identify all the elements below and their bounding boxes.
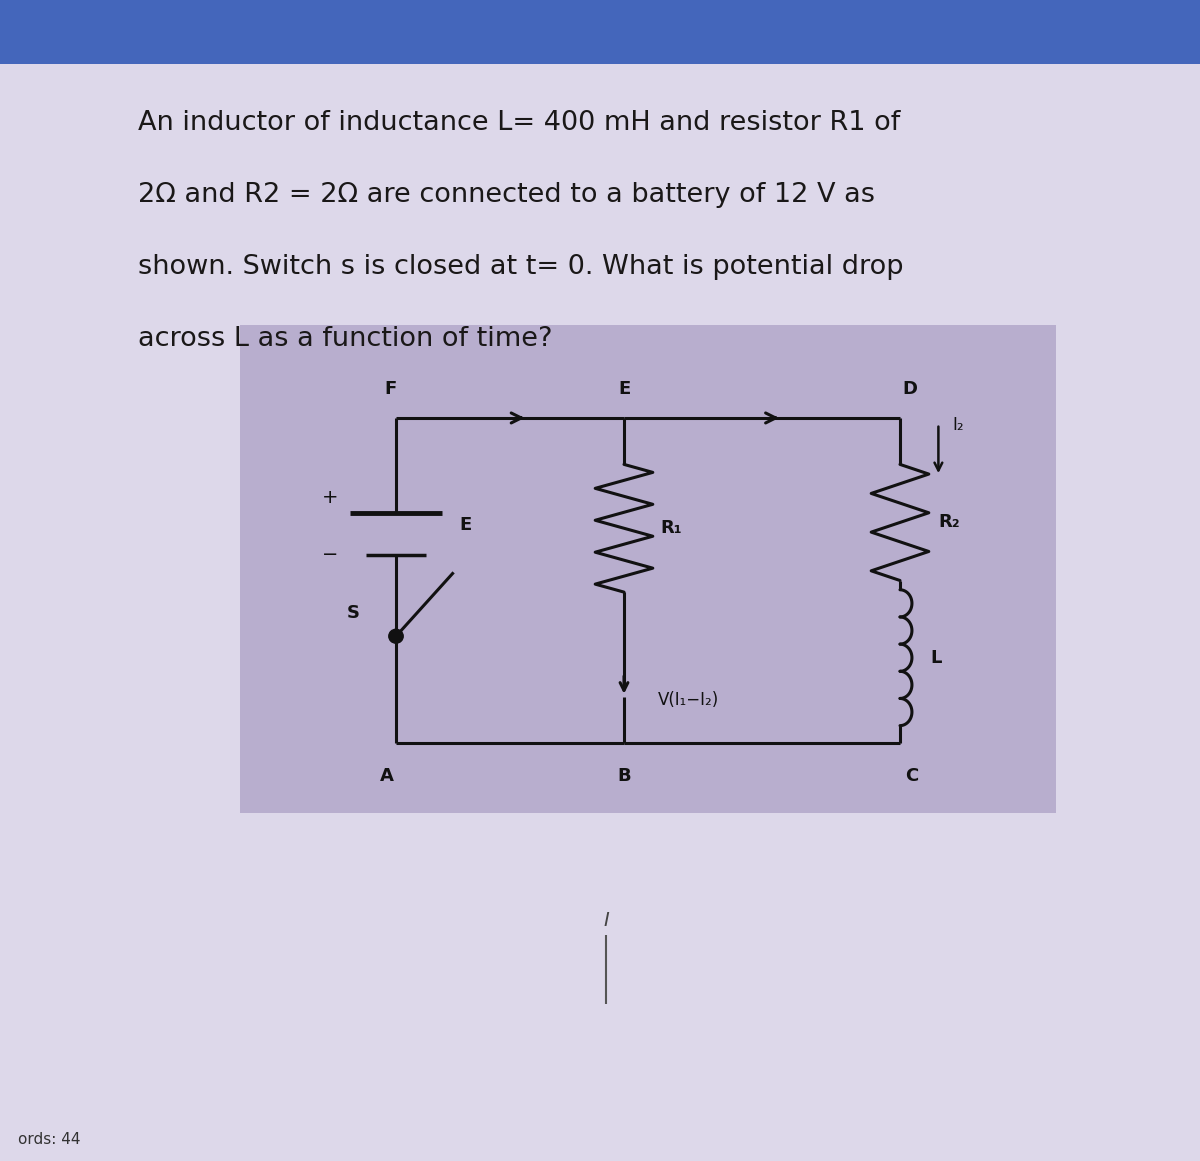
Text: V(I₁−I₂): V(I₁−I₂) bbox=[658, 691, 719, 709]
Text: +: + bbox=[322, 489, 338, 507]
Text: 2Ω and R2 = 2Ω are connected to a battery of 12 V as: 2Ω and R2 = 2Ω are connected to a batter… bbox=[138, 182, 875, 208]
Text: B: B bbox=[617, 766, 631, 785]
Text: I₂: I₂ bbox=[953, 416, 965, 434]
Text: shown. Switch s is closed at t= 0. What is potential drop: shown. Switch s is closed at t= 0. What … bbox=[138, 254, 904, 280]
Text: D: D bbox=[902, 380, 917, 398]
Text: R₁: R₁ bbox=[660, 519, 682, 538]
Text: F: F bbox=[384, 380, 396, 398]
Text: E: E bbox=[618, 380, 630, 398]
Bar bbox=[0, 0, 1200, 64]
Text: S: S bbox=[347, 604, 360, 622]
Text: A: A bbox=[379, 766, 394, 785]
Text: I: I bbox=[604, 911, 608, 930]
Text: ords: 44: ords: 44 bbox=[18, 1132, 80, 1147]
Text: L: L bbox=[930, 649, 941, 666]
Text: E: E bbox=[460, 515, 472, 534]
Text: An inductor of inductance L= 400 mH and resistor R1 of: An inductor of inductance L= 400 mH and … bbox=[138, 110, 900, 136]
Text: R₂: R₂ bbox=[938, 513, 960, 532]
Bar bbox=[240, 325, 1056, 813]
Text: −: − bbox=[322, 546, 338, 564]
Text: across L as a function of time?: across L as a function of time? bbox=[138, 326, 552, 352]
Text: C: C bbox=[905, 766, 919, 785]
Circle shape bbox=[389, 629, 403, 643]
